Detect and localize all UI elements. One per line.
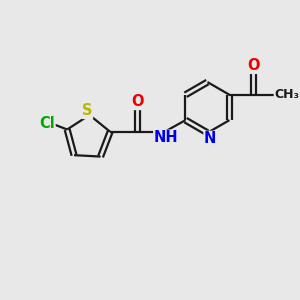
Text: O: O [131, 94, 144, 110]
Text: NH: NH [154, 130, 178, 145]
Text: N: N [204, 131, 216, 146]
Text: S: S [82, 103, 92, 118]
Text: O: O [248, 58, 260, 73]
Text: Cl: Cl [39, 116, 55, 130]
Text: CH₃: CH₃ [274, 88, 299, 101]
